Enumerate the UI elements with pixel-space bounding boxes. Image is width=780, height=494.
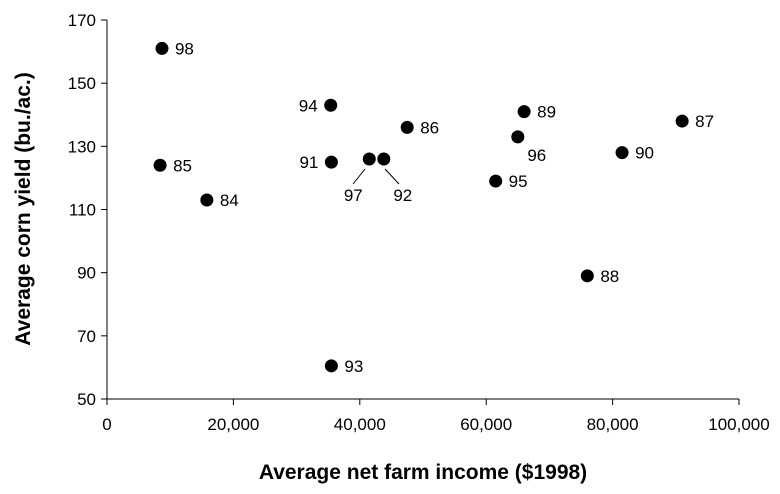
point-label-85: 85 xyxy=(173,156,192,175)
data-point-97 xyxy=(362,152,376,166)
data-point-91 xyxy=(324,155,338,169)
leader-line-97 xyxy=(352,168,366,185)
point-label-92: 92 xyxy=(393,186,412,205)
y-tick-label: 110 xyxy=(69,201,96,220)
data-point-86 xyxy=(400,120,414,134)
data-point-94 xyxy=(324,98,338,112)
data-point-95 xyxy=(489,174,503,188)
x-tick-label: 0 xyxy=(102,415,111,434)
y-tick-label: 70 xyxy=(77,327,96,346)
data-point-87 xyxy=(675,114,689,128)
point-label-96: 96 xyxy=(527,146,546,165)
point-label-95: 95 xyxy=(509,172,528,191)
point-label-87: 87 xyxy=(695,112,714,131)
x-tick-label: 20,000 xyxy=(207,415,259,434)
ticks: 50 70 90 110 130 150 170 0 20,000 40,000 60,000 80,… xyxy=(68,11,770,434)
x-tick-label: 80,000 xyxy=(587,415,639,434)
data-point-89 xyxy=(517,105,531,119)
data-point-93 xyxy=(324,359,338,373)
point-label-94: 94 xyxy=(299,96,318,115)
leader-line-92 xyxy=(384,168,400,185)
point-label-97: 97 xyxy=(344,186,363,205)
point-label-84: 84 xyxy=(220,191,239,210)
y-tick-label: 130 xyxy=(68,137,96,156)
y-tick-label: 50 xyxy=(77,390,96,409)
data-point-88 xyxy=(580,269,594,283)
data-point-98 xyxy=(155,41,169,55)
data-points xyxy=(153,41,689,373)
data-point-90 xyxy=(615,146,629,160)
y-tick-label: 150 xyxy=(68,74,96,93)
point-label-98: 98 xyxy=(175,39,194,58)
y-tick-label: 170 xyxy=(68,11,96,30)
point-label-91: 91 xyxy=(299,153,318,172)
data-point-96 xyxy=(511,130,525,144)
point-labels: 98 94 89 87 86 96 90 97 92 91 85 95 84 88 93 xyxy=(173,39,714,375)
y-axis-title: Average corn yield (bu./ac.) xyxy=(12,72,35,345)
point-label-93: 93 xyxy=(344,357,363,376)
point-label-86: 86 xyxy=(420,118,439,137)
x-tick-label: 60,000 xyxy=(460,415,512,434)
data-point-85 xyxy=(153,158,167,172)
y-tick-label: 90 xyxy=(77,264,96,283)
data-point-92 xyxy=(377,152,391,166)
axes xyxy=(106,20,739,400)
point-label-88: 88 xyxy=(600,267,619,286)
point-label-89: 89 xyxy=(537,103,556,122)
leader-lines xyxy=(352,168,400,185)
data-point-84 xyxy=(200,193,214,207)
x-tick-label: 40,000 xyxy=(334,415,386,434)
point-label-90: 90 xyxy=(635,144,654,163)
x-axis-title: Average net farm income ($1998) xyxy=(259,461,587,484)
x-tick-label: 100,000 xyxy=(708,415,769,434)
